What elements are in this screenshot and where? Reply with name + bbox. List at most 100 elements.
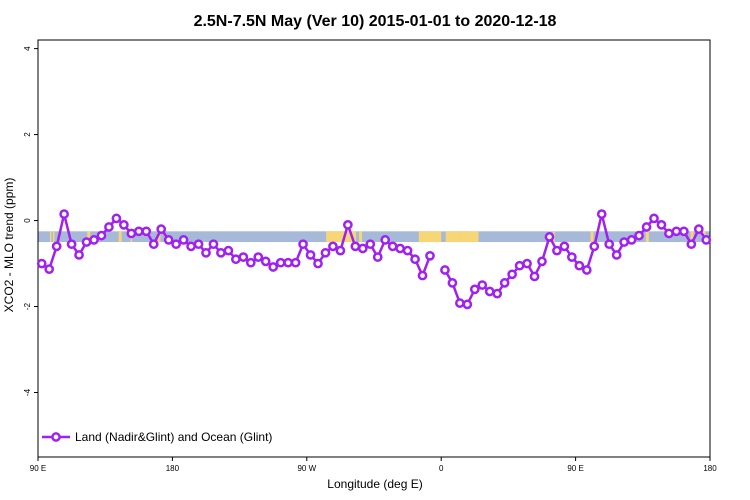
data-point [335, 245, 346, 256]
data-point [193, 239, 204, 250]
data-point [522, 258, 532, 269]
data-point [440, 265, 450, 275]
land-segment [326, 231, 355, 243]
data-point [537, 256, 547, 267]
data-point [649, 213, 659, 224]
land-segment [459, 231, 479, 243]
data-point [447, 278, 458, 288]
data-point [671, 226, 682, 237]
data-point [641, 222, 652, 232]
data-point [559, 241, 570, 252]
x-tick-label: 0 [439, 464, 444, 473]
x-tick-label: 90 E [567, 464, 583, 473]
land-segment [87, 231, 91, 243]
data-point [104, 222, 114, 232]
data-point [305, 250, 316, 260]
x-axis-label: Longitude (deg E) [327, 477, 422, 491]
data-point [268, 262, 279, 272]
data-point [581, 265, 592, 275]
data-point [81, 237, 92, 247]
x-tick-label: 90 W [297, 464, 316, 473]
data-point [686, 239, 697, 250]
y-tick-label: 0 [23, 218, 32, 223]
data-point [298, 239, 308, 250]
legend-label: Land (Nadir&Glint) and Ocean (Glint) [75, 430, 272, 444]
data-point [604, 239, 615, 250]
y-tick-label: 4 [23, 46, 32, 51]
data-point [59, 209, 69, 219]
data-point [402, 245, 413, 256]
data-point [679, 226, 689, 237]
data-point [163, 235, 174, 245]
data-point [245, 257, 256, 268]
data-point [596, 209, 607, 219]
data-point [201, 247, 211, 258]
y-axis-label: XCO2 - MLO trend (ppm) [2, 178, 16, 313]
land-segment [354, 231, 357, 243]
land-segment [645, 231, 649, 243]
data-point [656, 220, 667, 230]
y-tick-label: -2 [23, 302, 32, 310]
data-point [544, 232, 555, 242]
land-segment [52, 231, 55, 243]
data-point [290, 257, 301, 268]
data-point [320, 247, 331, 258]
data-point [156, 224, 167, 235]
y-tick-label: -4 [23, 388, 32, 396]
data-point [357, 243, 368, 254]
data-point [589, 241, 600, 252]
data-point [178, 235, 189, 245]
data-point [253, 252, 264, 262]
data-point [223, 245, 234, 256]
data-point [171, 239, 181, 250]
data-point [328, 241, 338, 252]
land-segment [445, 231, 460, 243]
x-tick-label: 180 [703, 464, 717, 473]
series-layer [36, 209, 712, 310]
data-point [44, 264, 55, 274]
data-point [395, 243, 405, 254]
data-point [387, 241, 398, 252]
data-point [469, 284, 480, 295]
land-segment [157, 231, 161, 243]
data-point [693, 224, 704, 235]
data-point [611, 250, 622, 260]
data-point [275, 257, 286, 268]
data-point [66, 239, 77, 250]
data-point [133, 226, 144, 237]
data-point [36, 258, 47, 269]
land-segment [49, 231, 52, 243]
legend-marker [51, 432, 61, 442]
data-point [619, 237, 629, 247]
data-point [380, 235, 391, 245]
data-point [350, 241, 361, 252]
data-point [51, 241, 62, 252]
plot-frame [37, 39, 711, 458]
land-segment [118, 231, 122, 243]
data-point [552, 245, 562, 256]
data-point [365, 239, 376, 250]
land-segment [418, 231, 442, 243]
data-point [216, 247, 226, 258]
data-point [634, 230, 644, 241]
data-point [313, 258, 323, 269]
legend: Land (Nadir&Glint) and Ocean (Glint) [42, 430, 272, 444]
data-point [372, 252, 383, 262]
chart-title: 2.5N-7.5N May (Ver 10) 2015-01-01 to 202… [194, 13, 557, 30]
land-segment [590, 231, 594, 243]
data-point [484, 286, 495, 297]
axes: 4 2 0 -2 -4 90 E 180 90 W 0 90 E 180 [23, 39, 717, 473]
data-point [148, 239, 159, 250]
x-tick-label: 180 [166, 464, 180, 473]
data-point [492, 288, 503, 299]
data-point [701, 235, 712, 245]
data-point [664, 228, 674, 239]
data-point [111, 213, 122, 224]
data-point [410, 254, 420, 265]
data-point [529, 271, 540, 282]
data-point [343, 220, 353, 230]
data-point [425, 250, 435, 261]
y-tick-label: 2 [23, 132, 32, 137]
data-point [462, 299, 473, 310]
